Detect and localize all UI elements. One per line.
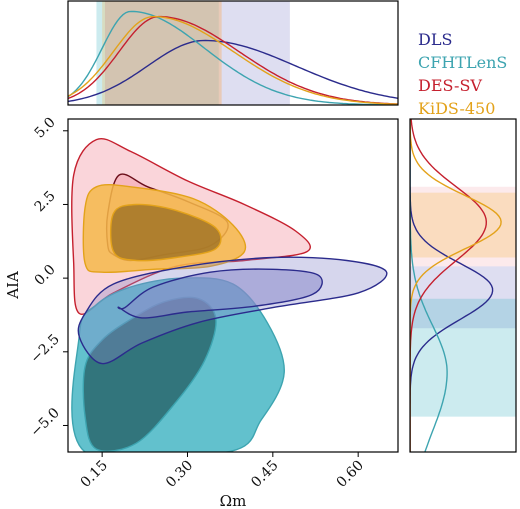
y-tick-label: −2.5	[27, 331, 62, 366]
joint-contour-panel: 0.15 0.30 0.45 0.60 5.0 2.5 0.0 −2.5 −5.0 Ωm AI…	[4, 114, 399, 509]
aia-marginal-panel	[409, 118, 517, 453]
x-axis-label: Ωm	[220, 492, 247, 509]
x-tick-label: 0.60	[334, 458, 367, 491]
y-tick-label: 2.5	[32, 188, 59, 215]
cfhtlens-contour-68	[82, 296, 217, 452]
kids-450-omega-interval	[102, 1, 222, 105]
cfhtlens-omega-interval	[96, 1, 219, 105]
kids-450-contour-68	[109, 203, 222, 262]
x-axis-ticks: 0.15 0.30 0.45 0.60	[78, 452, 367, 491]
y-tick-label: 5.0	[32, 114, 59, 141]
y-tick-label: 0.0	[32, 262, 59, 289]
cfhtlens-aia-interval	[410, 298, 516, 417]
legend-kids-450: KiDS-450	[418, 99, 495, 118]
des-sv-aia-marginal	[410, 119, 488, 452]
y-tick-label: −5.0	[27, 405, 62, 440]
legend-des-sv: DES-SV	[418, 76, 482, 95]
x-tick-label: 0.30	[163, 458, 196, 491]
kids-450-aia-interval	[410, 192, 516, 258]
legend-cfhtlens: CFHTLenS	[418, 53, 507, 72]
y-axis-ticks: 5.0 2.5 0.0 −2.5 −5.0	[27, 114, 68, 440]
cfhtlens-aia-marginal	[410, 119, 448, 452]
omega-marginal-panel	[67, 0, 399, 106]
dls-contour-68	[117, 268, 323, 319]
cfhtlens-omega-marginal	[68, 10, 398, 105]
des-sv-omega-marginal	[68, 15, 398, 105]
des-sv-aia-interval	[410, 186, 516, 267]
legend: DLS CFHTLenS DES-SV KiDS-450	[418, 30, 507, 118]
x-tick-label: 0.45	[248, 458, 281, 491]
legend-dls: DLS	[418, 30, 452, 49]
x-tick-label: 0.15	[78, 458, 111, 491]
dls-omega-marginal	[68, 39, 398, 103]
y-axis-label: AIA	[4, 271, 22, 300]
dls-omega-interval	[104, 1, 290, 105]
des-sv-omega-interval	[104, 1, 222, 105]
kids-450-omega-marginal	[68, 15, 398, 105]
kids-450-aia-marginal	[410, 119, 502, 452]
